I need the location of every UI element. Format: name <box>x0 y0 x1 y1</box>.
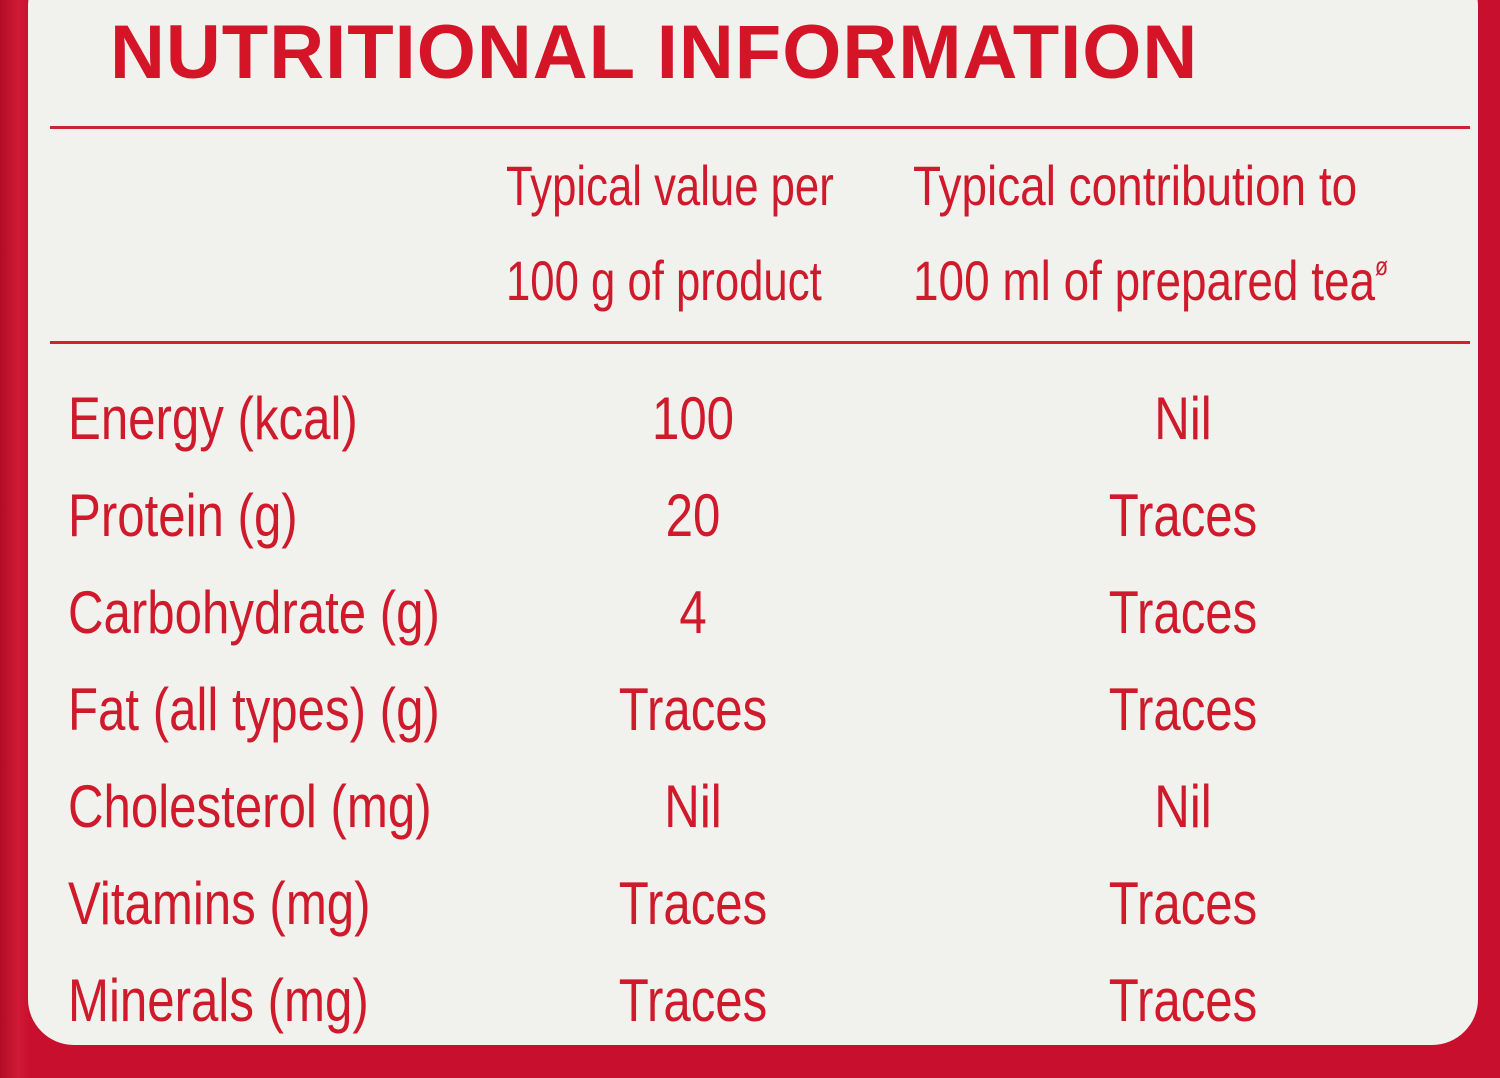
value-per-100g: Traces <box>618 967 768 1034</box>
value-per-100ml: Traces <box>1108 676 1258 743</box>
nutrient-label: Protein (g) <box>68 482 298 549</box>
column-header-per-100g: Typical value per 100 g of product <box>506 138 834 328</box>
value-per-100g: 20 <box>665 482 721 549</box>
column-header-per-100ml: Typical contribution to 100 ml of prepar… <box>913 138 1388 328</box>
nutrient-label: Energy (kcal) <box>68 385 358 452</box>
value-per-100ml: Traces <box>1108 870 1258 937</box>
column-header-per-100ml-line1: Typical contribution to <box>913 154 1358 217</box>
value-per-100ml: Traces <box>1108 579 1258 646</box>
footnote-mark: ø <box>1375 251 1389 281</box>
table-row: Carbohydrate (g) 4 Traces <box>28 564 1478 661</box>
table-row: Vitamins (mg) Traces Traces <box>28 855 1478 952</box>
value-per-100ml: Traces <box>1108 482 1258 549</box>
column-header-per-100ml-line2: 100 ml of prepared tea <box>913 249 1376 312</box>
table-row: Energy (kcal) 100 Nil <box>28 370 1478 467</box>
column-header-per-100g-line1: Typical value per <box>506 154 834 217</box>
table-row: Fat (all types) (g) Traces Traces <box>28 661 1478 758</box>
nutrient-label: Minerals (mg) <box>68 967 369 1034</box>
value-per-100g: 100 <box>651 385 735 452</box>
package-edge <box>0 0 30 1078</box>
panel-title: NUTRITIONAL INFORMATION <box>110 10 1199 95</box>
nutrition-table: Energy (kcal) 100 Nil Protein (g) 20 Tra… <box>28 370 1478 1045</box>
value-per-100ml: Traces <box>1108 967 1258 1034</box>
table-row: Protein (g) 20 Traces <box>28 467 1478 564</box>
table-row: Minerals (mg) Traces Traces <box>28 952 1478 1045</box>
divider-header <box>50 341 1470 344</box>
nutrient-label: Cholesterol (mg) <box>68 773 432 840</box>
value-per-100g: 4 <box>679 579 707 646</box>
table-row: Cholesterol (mg) Nil Nil <box>28 758 1478 855</box>
value-per-100ml: Nil <box>1154 385 1212 452</box>
value-per-100ml: Nil <box>1154 773 1212 840</box>
nutrition-panel: NUTRITIONAL INFORMATION Typical value pe… <box>28 0 1478 1045</box>
nutrient-label: Carbohydrate (g) <box>68 579 440 646</box>
value-per-100g: Traces <box>618 676 768 743</box>
divider-top <box>50 126 1470 129</box>
value-per-100g: Traces <box>618 870 768 937</box>
nutrient-label: Vitamins (mg) <box>68 870 371 937</box>
column-header-per-100ml-line2-wrap: 100 ml of prepared teaø <box>913 233 1388 328</box>
nutrient-label: Fat (all types) (g) <box>68 676 440 743</box>
value-per-100g: Nil <box>664 773 722 840</box>
column-header-per-100g-line2: 100 g of product <box>506 249 822 312</box>
